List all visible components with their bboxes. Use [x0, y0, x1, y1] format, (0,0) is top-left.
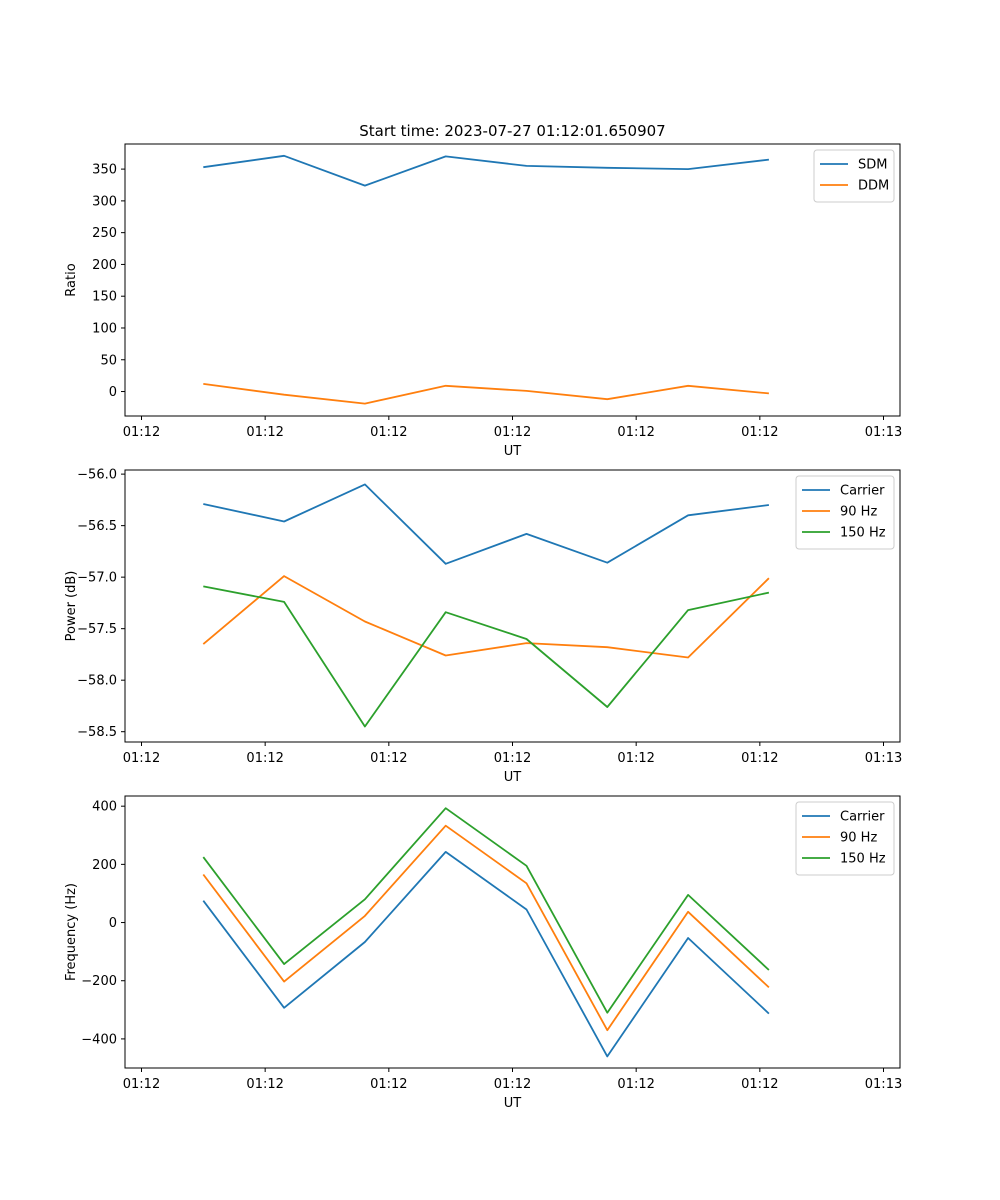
legend-label: Carrier — [840, 484, 885, 499]
x-axis: 01:12 01:12 01:12 01:12 01:12 01:12 01:13 — [123, 742, 902, 766]
y-tick-label: 300 — [92, 194, 117, 209]
axes-frame — [124, 469, 901, 743]
legend-label: 90 Hz — [840, 505, 877, 520]
x-tick-label: 01:12 — [370, 751, 407, 766]
y-axis-label: Power (dB) — [64, 571, 79, 642]
y-axis: 0 50 100 150 200 250 300 350 — [92, 163, 125, 400]
legend-box — [795, 801, 895, 876]
y-tick-label: −200 — [81, 974, 117, 989]
x-axis-label: UT — [504, 444, 522, 459]
series-line-carrier — [202, 851, 770, 1058]
series-line-ddm — [203, 383, 769, 405]
y-tick-label: 200 — [92, 258, 117, 273]
y-tick-label: −58.5 — [77, 725, 117, 740]
subplot-1: Start time: 2023-07-27 01:12:01.650907 0 5… — [64, 122, 902, 459]
x-axis-label: UT — [504, 1096, 522, 1111]
y-tick-label: −57.0 — [77, 571, 117, 586]
axes-frame — [124, 143, 901, 417]
y-tick-label: −56.0 — [77, 468, 117, 483]
y-axis-label: Frequency (Hz) — [64, 883, 79, 981]
y-tick-label: 250 — [92, 226, 117, 241]
legend-label: 90 Hz — [840, 831, 877, 846]
series-line-150-hz — [202, 807, 770, 1014]
x-tick-label: 01:12 — [494, 751, 531, 766]
x-tick-label: 01:12 — [741, 751, 778, 766]
y-tick-label: 0 — [109, 385, 117, 400]
x-tick-label: 01:12 — [123, 1077, 160, 1092]
x-tick-label: 01:12 — [246, 751, 283, 766]
x-tick-label: 01:12 — [123, 425, 160, 440]
x-tick-label: 01:12 — [123, 751, 160, 766]
x-tick-label: 01:12 — [494, 1077, 531, 1092]
y-axis-label: Ratio — [64, 263, 79, 296]
x-tick-label: 01:12 — [741, 425, 778, 440]
series-line-carrier — [203, 483, 770, 565]
y-axis: −58.5 −58.0 −57.5 −57.0 −56.5 −56.0 — [77, 468, 125, 740]
x-axis-label: UT — [504, 770, 522, 785]
series-line-90-hz — [202, 824, 770, 1032]
x-tick-label: 01:12 — [617, 751, 654, 766]
y-tick-label: 350 — [92, 163, 117, 178]
legend-label: DDM — [858, 179, 889, 194]
y-tick-label: 150 — [92, 290, 117, 305]
x-tick-label: 01:13 — [865, 425, 902, 440]
y-tick-label: 0 — [109, 916, 117, 931]
chart-title: Start time: 2023-07-27 01:12:01.650907 — [359, 122, 665, 140]
y-axis: −400 −200 0 200 400 — [81, 800, 125, 1047]
legend: Carrier 90 Hz 150 Hz — [795, 801, 895, 876]
legend-label: 150 Hz — [840, 526, 886, 541]
x-tick-label: 01:12 — [494, 425, 531, 440]
x-tick-label: 01:12 — [617, 1077, 654, 1092]
y-tick-label: 100 — [92, 321, 117, 336]
series-line-150-hz — [203, 585, 770, 728]
series-group — [202, 807, 770, 1058]
subplot-2: −58.5−58.0−57.5−57.0−56.5−56.001:12 01:12… — [64, 468, 902, 785]
series-line-sdm — [203, 154, 770, 187]
y-tick-label: −58.0 — [77, 674, 117, 689]
y-tick-label: −400 — [81, 1032, 117, 1047]
series-group — [203, 154, 770, 405]
x-tick-label: 01:13 — [865, 751, 902, 766]
y-tick-label: 200 — [92, 858, 117, 873]
y-tick-label: −57.5 — [77, 622, 117, 637]
legend: Carrier 90 Hz 150 Hz — [795, 475, 895, 550]
x-tick-label: 01:12 — [370, 425, 407, 440]
x-tick-label: 01:12 — [741, 1077, 778, 1092]
x-tick-label: 01:12 — [370, 1077, 407, 1092]
series-line-90-hz — [202, 575, 770, 659]
series-group — [202, 483, 770, 728]
x-tick-label: 01:12 — [617, 425, 654, 440]
legend-box — [795, 475, 895, 550]
legend-label: 150 Hz — [840, 852, 886, 867]
subplots: Start time: 2023-07-27 01:12:01.650907 0 5… — [64, 122, 902, 1111]
x-tick-label: 01:12 — [246, 425, 283, 440]
x-tick-label: 01:13 — [865, 1077, 902, 1092]
legend-label: Carrier — [840, 810, 885, 825]
legend: SDM DDM — [813, 149, 895, 203]
y-tick-label: 50 — [100, 353, 117, 368]
y-tick-label: −56.5 — [77, 519, 117, 534]
y-tick-label: 400 — [92, 800, 117, 815]
x-axis: 01:12 01:12 01:12 01:12 01:12 01:12 01:13 — [123, 416, 902, 440]
legend-box — [813, 149, 895, 203]
legend-label: SDM — [858, 158, 887, 173]
axes-frame — [124, 795, 901, 1069]
x-tick-label: 01:12 — [246, 1077, 283, 1092]
x-axis: 01:12 01:12 01:12 01:12 01:12 01:12 01:13 — [123, 1068, 902, 1092]
